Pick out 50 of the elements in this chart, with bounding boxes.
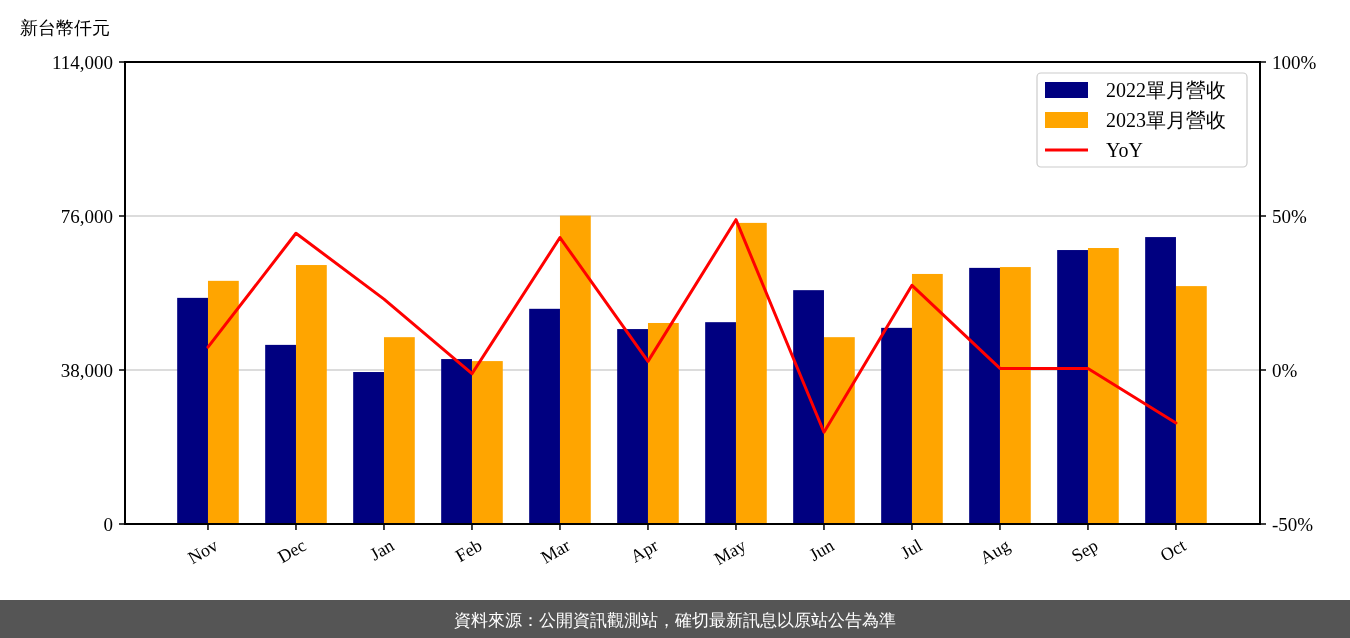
source-note: 資料來源：公開資訊觀測站，確切最新訊息以原站公告為準 [454,610,896,630]
x-tick-label: May [710,535,750,570]
bar [617,329,648,524]
bar [1087,248,1119,524]
bar [265,344,296,524]
x-tick-label: Nov [184,535,222,569]
legend-label: 2023單月營收 [1106,109,1226,131]
bar [295,265,327,524]
y2-tick-label: 50% [1272,205,1307,227]
legend-label: YoY [1106,139,1143,161]
bar [647,322,679,524]
bar [559,215,591,524]
bar [441,359,472,524]
x-tick-label: Jun [805,535,838,566]
y-tick-label: 38,000 [60,359,113,381]
bar [999,267,1031,524]
x-tick-label: Apr [627,535,662,567]
x-tick-label: Dec [274,535,310,568]
bar [529,308,560,524]
bar [1057,250,1088,524]
y2-tick-label: -50% [1272,513,1314,535]
bar [1145,237,1176,524]
bar [735,222,767,524]
y-axis-title: 新台幣仟元 [20,18,110,38]
x-tick-label: Feb [451,535,486,567]
bar [353,372,384,524]
y2-tick-label: 0% [1272,359,1298,381]
bar [1175,286,1207,524]
bar [823,337,855,524]
x-tick-label: Jul [897,535,926,564]
x-tick-label: Oct [1156,535,1190,566]
x-tick-label: Sep [1067,535,1102,567]
bar [969,267,1000,524]
bar [177,297,208,524]
bar [911,273,943,524]
bar [705,322,736,524]
y2-tick-label: 100% [1272,51,1317,73]
y-tick-label: 76,000 [60,205,113,227]
bar [471,361,503,524]
bar [881,327,912,524]
bar [793,290,824,524]
line-series [206,218,1178,434]
legend-label: 2022單月營收 [1106,79,1226,101]
bar [383,337,415,524]
x-tick-label: Jan [366,535,398,565]
y-tick-label: 114,000 [51,51,113,73]
y-tick-label: 0 [103,513,113,535]
bar [207,280,239,524]
x-tick-label: Mar [537,535,574,568]
x-tick-label: Aug [976,535,1014,569]
